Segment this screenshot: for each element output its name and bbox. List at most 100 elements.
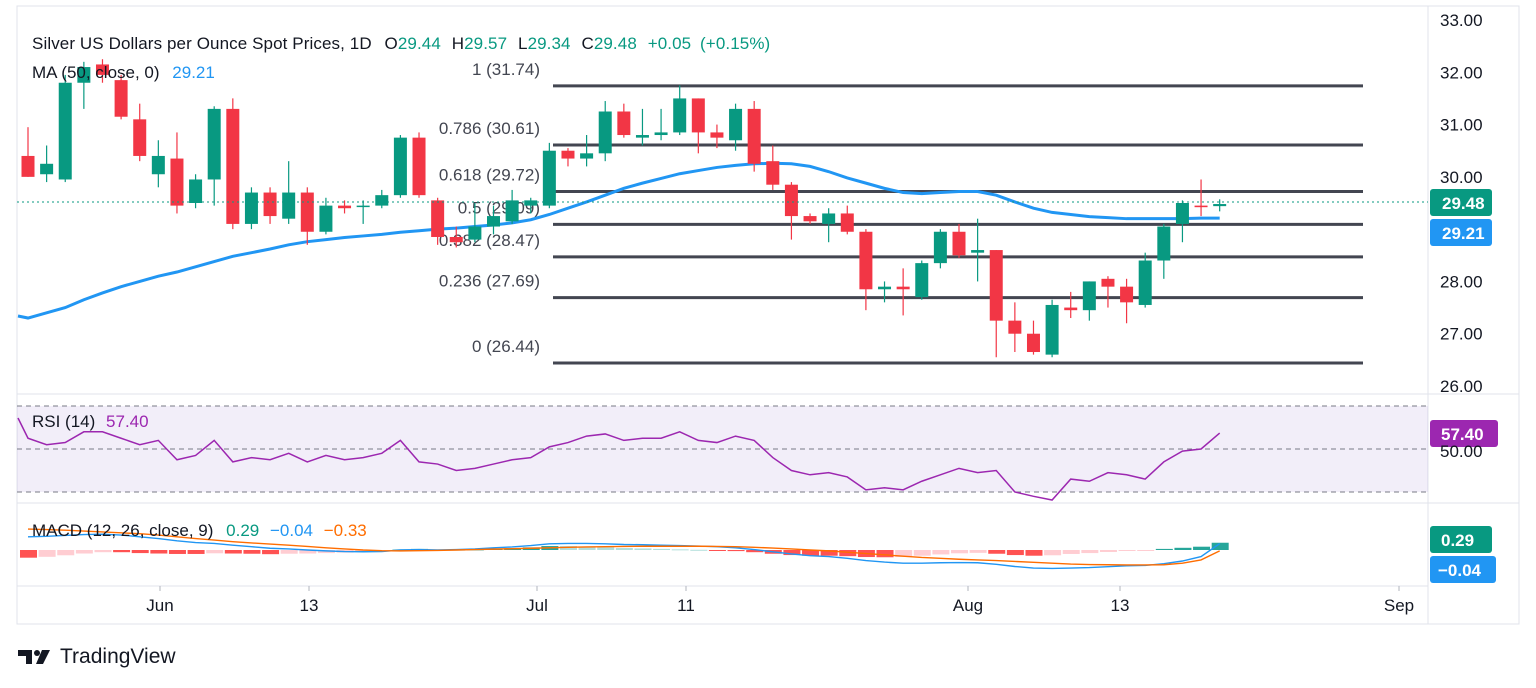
macd-histogram-bar	[75, 550, 93, 554]
macd-histogram-bar	[20, 550, 37, 558]
macd-histogram-bar	[839, 550, 857, 557]
candle-body	[431, 200, 445, 237]
candle-body	[95, 64, 109, 75]
macd-histogram-bar	[1118, 550, 1136, 551]
ma50-line	[17, 161, 1220, 320]
candle-body	[412, 137, 426, 196]
ohlc-low: 29.34	[527, 34, 571, 53]
price-axis-tick: 30.00	[1440, 168, 1483, 187]
candle-body	[114, 80, 128, 117]
candle-body	[1082, 281, 1096, 311]
fib-level-label: 0.618 (29.72)	[439, 165, 540, 184]
macd-histogram-bar	[578, 546, 596, 550]
macd-histogram-bar	[168, 550, 186, 554]
candle-body	[822, 213, 836, 224]
candle-body	[133, 119, 147, 156]
ma-legend[interactable]: MA (50, close, 0) 29.21	[32, 63, 215, 83]
candle-body	[393, 137, 407, 196]
rsi-legend-label: RSI (14)	[32, 412, 96, 431]
candle-body	[487, 216, 500, 227]
macd-legend[interactable]: MACD (12, 26, close, 9) 0.29 −0.04 −0.33	[32, 521, 367, 541]
last-price-badge-text: 29.48	[1442, 194, 1485, 213]
rsi-legend[interactable]: RSI (14) 57.40	[32, 412, 149, 432]
tradingview-logo-icon	[18, 650, 50, 664]
rsi-badge	[1430, 420, 1498, 447]
macd-histogram-bar	[1174, 547, 1192, 550]
candle-body	[1045, 304, 1059, 355]
ohlc-high-label: H	[451, 34, 465, 53]
ma-legend-value: 29.21	[172, 63, 215, 82]
macd-legend-macd: 0.29	[226, 521, 260, 540]
macd-histogram-bar	[224, 550, 242, 554]
time-axis-tick: 13	[1111, 596, 1130, 615]
macd-badge-text: 0.29	[1441, 531, 1474, 550]
time-axis-tick: Jul	[526, 596, 548, 615]
candle-body	[1194, 205, 1208, 208]
candle-body	[207, 108, 221, 180]
candle-body	[1138, 260, 1152, 305]
candle-body	[226, 108, 240, 224]
macd-histogram-bar	[1044, 550, 1062, 556]
candle-body	[542, 150, 556, 206]
ohlc-open-label: O	[384, 34, 398, 53]
tradingview-logo[interactable]: TradingView	[18, 645, 176, 669]
macd-histogram-bar	[1025, 550, 1043, 556]
signal-badge-text: −0.04	[1438, 561, 1482, 580]
candle-body	[859, 231, 873, 290]
price-axis-tick: 33.00	[1440, 11, 1483, 30]
fib-level-label: 0 (26.44)	[472, 337, 540, 356]
chart-frame	[16, 5, 1520, 625]
candle-body	[766, 161, 780, 185]
macd-histogram-bar	[113, 550, 131, 553]
price-axis-tick: 27.00	[1440, 325, 1483, 344]
candle-body	[1175, 203, 1189, 224]
macd-histogram-bar	[187, 550, 205, 554]
candle-body	[635, 135, 649, 138]
fib-level-label: 0.5 (29.09)	[458, 198, 540, 217]
macd-histogram-bar	[653, 548, 671, 550]
macd-line	[27, 533, 1221, 570]
candle-body	[468, 226, 482, 240]
time-axis-tick: Jun	[146, 596, 173, 615]
candle-body	[729, 108, 743, 141]
time-axis-tick: 13	[300, 596, 319, 615]
macd-badge	[1430, 526, 1492, 553]
time-axis-tick: Aug	[953, 596, 983, 615]
candle-body	[561, 150, 575, 159]
macd-histogram-bar	[1006, 550, 1024, 556]
macd-histogram-bar	[1211, 542, 1229, 550]
macd-histogram-bar	[876, 550, 894, 558]
macd-histogram-bar	[671, 549, 689, 551]
macd-histogram-bar	[988, 550, 1006, 554]
macd-histogram-bar	[1081, 550, 1099, 554]
ma-price-badge-text: 29.21	[1442, 224, 1485, 243]
candle-body	[747, 108, 761, 164]
fib-level-label: 0.786 (30.61)	[439, 119, 540, 138]
candle-body	[356, 205, 370, 208]
candle-body	[263, 192, 277, 217]
macd-histogram-bar	[951, 550, 968, 554]
macd-legend-hist: −0.33	[323, 521, 367, 540]
candle-body	[878, 286, 892, 290]
symbol-title: Silver US Dollars per Ounce Spot Prices,…	[32, 34, 372, 53]
candle-body	[375, 195, 389, 206]
macd-histogram-bar	[634, 548, 652, 550]
fib-level-label: 0.382 (28.47)	[439, 231, 540, 250]
candle-body	[40, 163, 54, 175]
candle-body	[598, 111, 612, 154]
ma-legend-label: MA (50, close, 0)	[32, 63, 160, 82]
rsi-axis-label: 50.00	[1440, 442, 1483, 461]
macd-histogram-bar	[57, 550, 75, 556]
macd-histogram-bar	[746, 550, 764, 553]
macd-legend-label: MACD (12, 26, close, 9)	[32, 521, 214, 540]
macd-histogram-bar	[802, 550, 820, 556]
ohlc-open: 29.44	[397, 34, 441, 53]
time-axis-tick: 11	[677, 596, 695, 615]
price-axis-tick: 31.00	[1440, 116, 1483, 135]
macd-histogram-bar	[206, 550, 224, 554]
macd-histogram-bar	[969, 550, 987, 553]
candle-body	[151, 155, 165, 175]
price-axis-tick: 28.00	[1440, 272, 1483, 291]
macd-histogram-bar	[1155, 548, 1173, 550]
